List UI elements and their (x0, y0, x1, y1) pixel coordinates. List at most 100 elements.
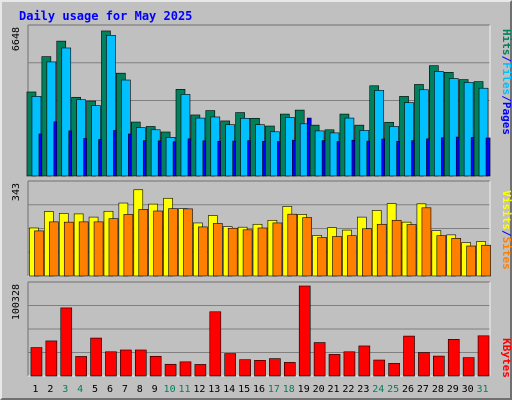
bar-files-day-27 (419, 89, 429, 177)
bar-files-day-2 (46, 61, 57, 177)
day-label-2: 2 (47, 384, 53, 395)
bar-sites-day-24 (376, 223, 387, 277)
bar-sites-day-9 (153, 210, 163, 277)
bar-sites-day-6 (108, 218, 119, 277)
bar-sites-day-5 (93, 221, 104, 277)
bar-sites-day-28 (436, 235, 447, 277)
legend-part: Hits (500, 29, 512, 56)
legend-part: / (500, 95, 512, 102)
bar-kbytes-day-24 (373, 359, 386, 377)
bar-kbytes-day-29 (447, 339, 460, 377)
day-label-9: 9 (152, 384, 158, 395)
bar-kbytes-day-27 (418, 352, 430, 377)
bar-sites-day-1 (34, 230, 44, 277)
legend-part: Pages (500, 102, 512, 135)
bar-sites-day-14 (227, 227, 238, 277)
bar-sites-day-18 (287, 213, 298, 277)
bar-sites-day-25 (391, 219, 402, 277)
bar-sites-day-7 (123, 214, 134, 277)
legend-hits-files-pages: Hits/Files/Pages (500, 29, 512, 135)
bar-sites-day-16 (257, 227, 268, 277)
day-label-22: 22 (342, 384, 354, 395)
legend-part: / (500, 56, 512, 63)
bar-kbytes-day-26 (403, 335, 415, 377)
bar-kbytes-day-3 (60, 307, 73, 377)
scale-label-visits-sites: 343 (11, 183, 22, 201)
bar-kbytes-day-2 (45, 340, 58, 377)
bar-sites-day-13 (212, 223, 223, 277)
bar-sites-day-15 (242, 229, 253, 277)
bar-kbytes-day-13 (209, 311, 222, 377)
bar-sites-day-26 (406, 224, 417, 277)
bar-kbytes-day-20 (313, 342, 326, 377)
day-label-8: 8 (137, 384, 143, 395)
bar-sites-day-19 (302, 217, 313, 277)
bar-kbytes-day-23 (358, 345, 371, 377)
bar-sites-day-22 (347, 235, 357, 277)
legend-part: KBytes (500, 338, 512, 378)
bar-kbytes-day-31 (477, 335, 490, 377)
bar-kbytes-day-1 (30, 347, 43, 377)
bar-sites-day-17 (272, 222, 283, 277)
bar-files-day-24 (374, 90, 385, 177)
bar-sites-day-29 (451, 238, 462, 277)
legend-part: Files (500, 62, 512, 95)
bar-files-day-11 (180, 94, 191, 177)
scale-label-hits-files-pages: 6648 (11, 27, 22, 51)
bar-files-day-7 (121, 79, 131, 177)
bar-kbytes-day-10 (164, 363, 177, 377)
bar-kbytes-day-9 (149, 355, 162, 377)
day-label-28: 28 (432, 384, 444, 395)
day-label-11: 11 (178, 384, 190, 395)
bar-kbytes-day-6 (105, 351, 117, 377)
legend-part: Sites (500, 237, 512, 270)
bar-sites-day-31 (481, 244, 491, 277)
day-label-21: 21 (327, 384, 339, 395)
day-label-30: 30 (462, 384, 474, 395)
bar-sites-day-21 (332, 236, 342, 277)
day-label-6: 6 (107, 384, 113, 395)
day-label-1: 1 (32, 384, 38, 395)
panel-visits-sites (27, 180, 491, 277)
day-label-29: 29 (447, 384, 459, 395)
bar-kbytes-day-7 (120, 349, 132, 377)
bar-kbytes-day-19 (298, 285, 311, 377)
day-label-23: 23 (357, 384, 369, 395)
bar-sites-day-8 (138, 209, 149, 277)
day-label-4: 4 (77, 384, 83, 395)
bar-kbytes-day-12 (194, 364, 207, 377)
bar-sites-day-10 (168, 208, 178, 277)
bar-kbytes-day-14 (224, 353, 236, 377)
bar-kbytes-day-5 (90, 337, 102, 377)
day-label-5: 5 (92, 384, 98, 395)
bar-files-day-30 (463, 82, 474, 177)
bar-kbytes-day-4 (75, 356, 87, 377)
bar-pages-day-31 (485, 137, 491, 177)
bar-kbytes-day-28 (433, 355, 445, 377)
day-label-12: 12 (193, 384, 205, 395)
day-label-18: 18 (283, 384, 295, 395)
day-label-27: 27 (417, 384, 429, 395)
bar-files-day-26 (404, 102, 414, 177)
bar-sites-day-12 (198, 226, 208, 277)
day-label-16: 16 (253, 384, 265, 395)
legend-kbytes: KBytes (500, 338, 512, 378)
legend-part: Visits (500, 190, 512, 230)
day-label-7: 7 (122, 384, 128, 395)
day-label-31: 31 (477, 384, 489, 395)
day-label-3: 3 (62, 384, 68, 395)
day-label-24: 24 (372, 384, 384, 395)
bar-files-day-4 (76, 99, 86, 177)
bar-kbytes-day-18 (284, 362, 296, 377)
day-label-13: 13 (208, 384, 220, 395)
bar-kbytes-day-17 (269, 358, 281, 377)
bar-kbytes-day-21 (328, 354, 341, 377)
bar-kbytes-day-22 (343, 351, 356, 377)
day-label-19: 19 (298, 384, 310, 395)
bar-sites-day-2 (49, 221, 59, 277)
bar-sites-day-27 (421, 207, 432, 277)
chart-title: Daily usage for May 2025 (19, 9, 192, 23)
scale-label-kbytes: 100328 (11, 284, 22, 320)
bar-files-day-31 (478, 87, 489, 177)
